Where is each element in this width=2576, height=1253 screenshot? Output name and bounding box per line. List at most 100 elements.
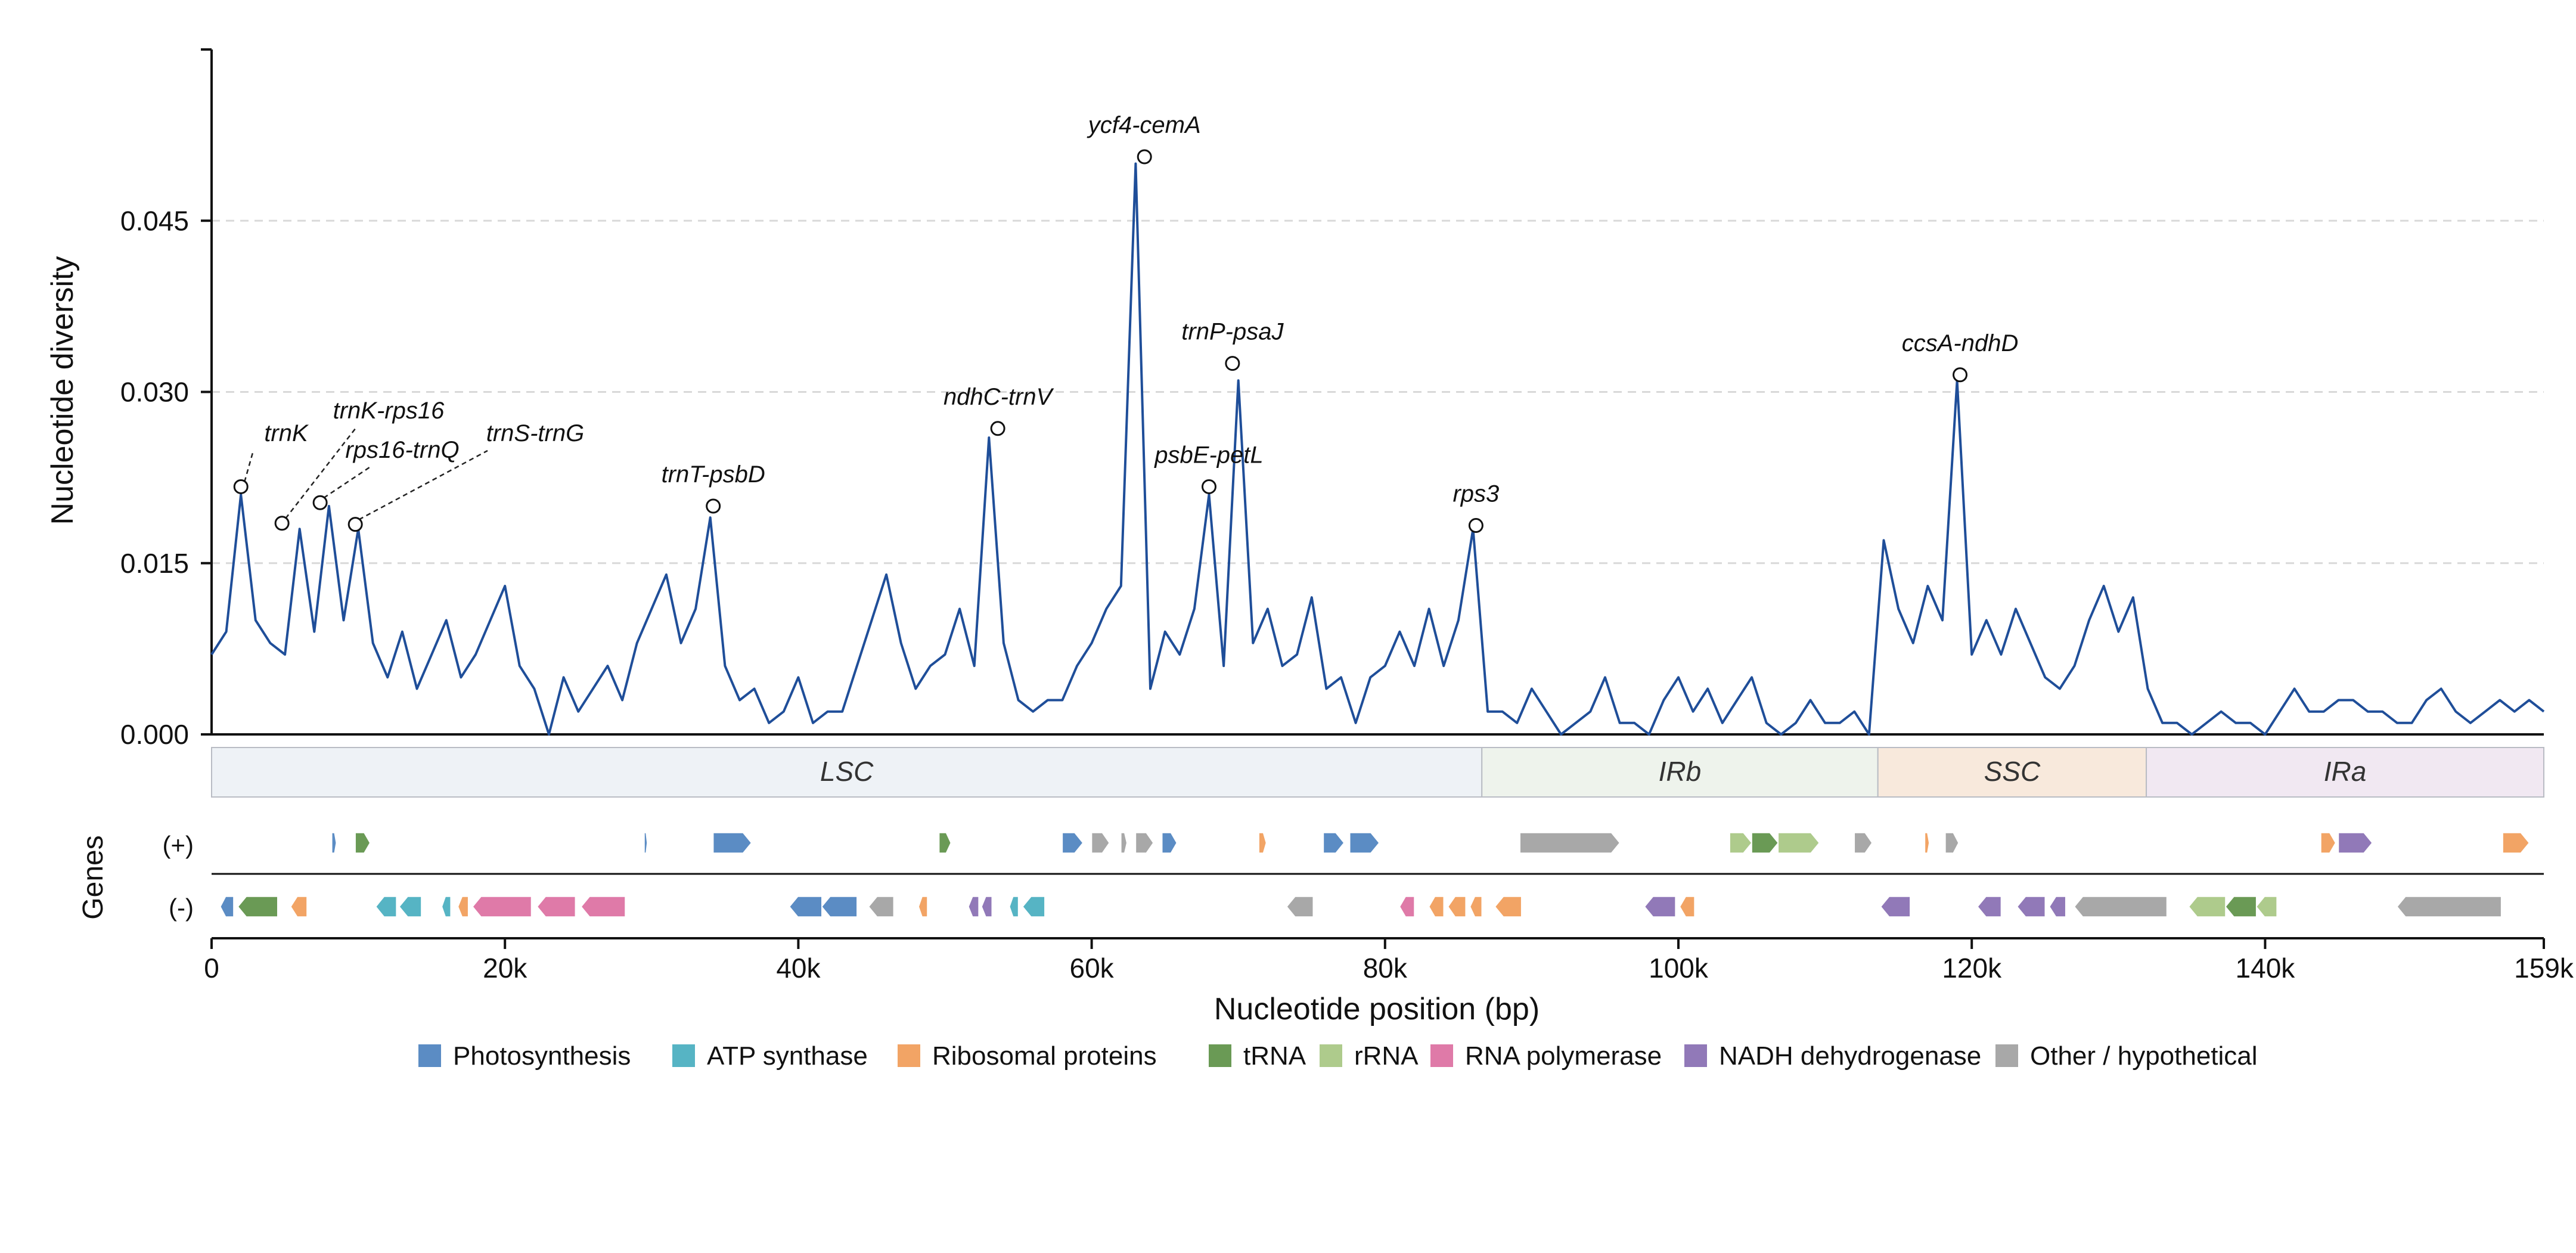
minus-strand-label: (-) <box>169 894 194 922</box>
y-tick-label: 0.030 <box>120 377 189 408</box>
gene-arrow <box>1679 896 1695 917</box>
gene-arrow <box>2074 896 2168 917</box>
peak-callout-line <box>285 427 356 519</box>
gene-arrow <box>1323 832 1345 854</box>
x-tick-label: 0 <box>204 953 219 984</box>
gene-arrow <box>1286 896 1314 917</box>
x-tick-label: 60k <box>1070 953 1115 984</box>
gene-arrow <box>1977 896 2002 917</box>
gene-arrow <box>1494 896 1522 917</box>
peak-marker <box>312 495 328 510</box>
y-tick-label: 0.000 <box>120 719 189 750</box>
gene-arrow <box>1519 832 1621 854</box>
gene-arrow <box>2396 896 2502 917</box>
gene-arrow <box>457 896 469 917</box>
peak-label: trnP-psaJ <box>1181 319 1284 345</box>
legend-label: NADH dehydrogenase <box>1719 1041 1981 1071</box>
gene-arrow <box>868 896 895 917</box>
diversity-line <box>210 162 2545 736</box>
peak-marker <box>274 516 290 531</box>
legend-label: Photosynthesis <box>453 1041 631 1071</box>
gene-arrow <box>1644 896 1676 917</box>
peak-marker <box>1953 367 1968 383</box>
region-label: IRa <box>2324 756 2367 787</box>
gene-arrow <box>1091 832 1110 854</box>
peak-marker <box>1468 518 1483 534</box>
x-axis: 0 20k 40k 60k 80k 100k 120k 140k 159k <box>204 937 2574 984</box>
x-tick-label: 140k <box>2236 953 2296 984</box>
gene-arrow <box>1161 832 1178 854</box>
legend-label: Ribosomal proteins <box>932 1041 1157 1071</box>
peak-label: trnS-trnG <box>486 420 584 446</box>
peak-label: rps16-trnQ <box>345 437 459 463</box>
legend: Photosynthesis ATP synthase Ribosomal prot… <box>418 1041 2258 1071</box>
region-box <box>1877 747 2147 798</box>
legend-swatch <box>672 1044 695 1067</box>
x-tick-label: 80k <box>1363 953 1408 984</box>
region-label: IRb <box>1659 756 1702 787</box>
legend-swatch <box>418 1044 441 1067</box>
gene-arrow <box>789 896 823 917</box>
gene-arrow <box>1729 832 1753 854</box>
gene-arrow <box>2320 832 2336 854</box>
gene-arrow <box>1399 896 1415 917</box>
gene-track <box>212 832 2544 917</box>
genome-regions: LSC IRb SSC IRa <box>211 747 2545 798</box>
x-axis-label: Nucleotide position (bp) <box>1214 992 1540 1026</box>
gene-arrow <box>918 896 928 917</box>
gene-arrow <box>1447 896 1466 917</box>
y-axis: 0.000 0.015 0.030 0.045 <box>120 48 2544 750</box>
gene-arrow <box>399 896 422 917</box>
gene-arrow <box>938 832 952 854</box>
legend-label: tRNA <box>1243 1041 1306 1071</box>
grid-lines <box>212 219 2544 565</box>
gene-arrow <box>712 832 752 854</box>
gene-arrow <box>1121 832 1128 854</box>
gene-arrow <box>1258 832 1267 854</box>
gene-track-label: Genes <box>77 835 109 919</box>
gene-arrow <box>1022 896 1045 917</box>
peak-label: ndhC-trnV <box>944 384 1054 410</box>
y-axis-label: Nucleotide diversity <box>45 256 80 525</box>
peak-label: trnT-psbD <box>662 461 765 488</box>
gene-arrow <box>1349 832 1380 854</box>
peak-marker <box>990 421 1005 436</box>
region-box <box>2146 747 2545 798</box>
peak-annotations: trnK trnK-rps16 rps16-trnQ trnS-trnG trnT-ps… <box>233 112 2018 534</box>
legend-label: ATP synthase <box>707 1041 868 1071</box>
region-box <box>211 747 1483 798</box>
gene-arrow <box>2255 896 2277 917</box>
gene-arrow <box>1924 832 1930 854</box>
gene-arrow <box>290 896 308 917</box>
gene-arrow <box>1945 832 1959 854</box>
gene-arrow <box>1428 896 1444 917</box>
gene-arrow <box>1469 896 1482 917</box>
legend-swatch <box>1320 1044 1342 1067</box>
peak-callout-line <box>244 450 255 482</box>
peak-label: ycf4-cemA <box>1087 112 1201 138</box>
gene-arrow <box>375 896 397 917</box>
x-tick-label: 159k <box>2514 953 2574 984</box>
legend-label: RNA polymerase <box>1465 1041 1662 1071</box>
legend-swatch <box>1995 1044 2018 1067</box>
gene-arrow <box>1135 832 1154 854</box>
gene-arrow <box>644 832 648 854</box>
x-tick-label: 120k <box>1942 953 2002 984</box>
peak-marker <box>1137 149 1152 165</box>
gene-arrow <box>331 832 337 854</box>
gene-arrow <box>2188 896 2226 917</box>
gene-arrow <box>219 896 234 917</box>
peak-marker <box>1201 479 1216 494</box>
region-box <box>1481 747 1879 798</box>
peak-marker <box>233 479 249 494</box>
diversity-series <box>210 162 2545 736</box>
peak-callout-line <box>323 466 370 499</box>
gene-arrow <box>2224 896 2257 917</box>
gene-arrow <box>1008 896 1019 917</box>
peak-marker <box>1225 356 1240 371</box>
peak-label: trnK <box>264 420 309 446</box>
gene-arrow <box>981 896 993 917</box>
peak-marker <box>706 498 721 514</box>
y-tick-label: 0.015 <box>120 548 189 579</box>
